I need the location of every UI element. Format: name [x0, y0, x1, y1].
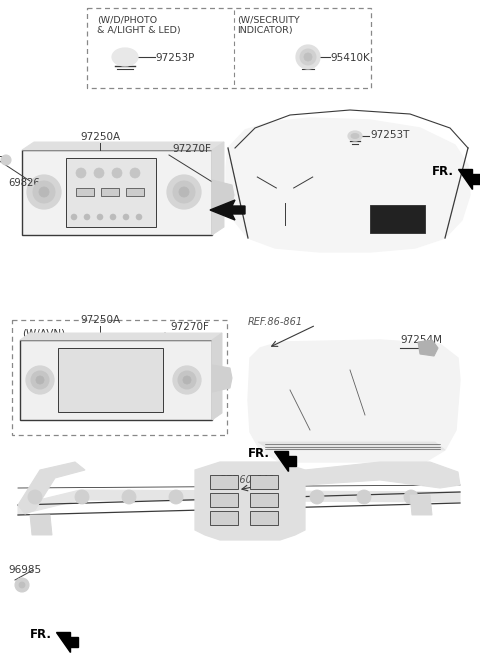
Bar [101, 188, 119, 196]
Circle shape [97, 214, 103, 220]
Text: 97254M: 97254M [400, 335, 442, 345]
Circle shape [300, 49, 316, 65]
Circle shape [31, 371, 49, 389]
Bar [250, 493, 278, 507]
Ellipse shape [112, 48, 138, 66]
Circle shape [183, 376, 191, 384]
Bar [58, 348, 163, 412]
Circle shape [178, 371, 196, 389]
Polygon shape [458, 169, 480, 189]
Circle shape [310, 490, 324, 504]
Text: REF.60-640: REF.60-640 [220, 475, 275, 485]
Text: FR.: FR. [30, 628, 52, 641]
Circle shape [263, 490, 277, 504]
Circle shape [179, 187, 189, 197]
Circle shape [173, 366, 201, 394]
Circle shape [36, 376, 44, 384]
Ellipse shape [348, 131, 362, 141]
Circle shape [84, 214, 90, 220]
Circle shape [357, 490, 371, 504]
Text: 97253P: 97253P [155, 53, 194, 63]
Bar [76, 188, 94, 196]
Bar [250, 511, 278, 525]
Polygon shape [418, 340, 438, 356]
Polygon shape [195, 462, 305, 540]
Polygon shape [20, 333, 222, 340]
Bar [22, 150, 212, 235]
Circle shape [136, 214, 142, 220]
Bar [370, 205, 425, 233]
Circle shape [27, 175, 61, 209]
Circle shape [404, 490, 418, 504]
Text: 69826: 69826 [8, 178, 40, 188]
Circle shape [71, 214, 77, 220]
Polygon shape [212, 333, 222, 420]
Circle shape [173, 181, 195, 203]
Circle shape [216, 490, 230, 504]
Text: FR.: FR. [248, 447, 270, 460]
Circle shape [15, 578, 29, 592]
Bar [87, 8, 371, 88]
Circle shape [94, 168, 104, 178]
Polygon shape [305, 462, 460, 488]
Text: 97270F: 97270F [170, 322, 209, 332]
Text: (W/D/PHOTO
& A/LIGHT & LED): (W/D/PHOTO & A/LIGHT & LED) [97, 16, 180, 35]
Bar [12, 320, 227, 435]
Polygon shape [212, 365, 232, 392]
Circle shape [1, 155, 11, 165]
Polygon shape [226, 118, 470, 252]
Circle shape [19, 582, 25, 588]
Circle shape [33, 181, 55, 203]
Bar [250, 475, 278, 489]
Circle shape [123, 214, 129, 220]
Text: 97253T: 97253T [370, 130, 409, 140]
Polygon shape [258, 442, 445, 450]
Polygon shape [212, 142, 224, 235]
Text: 97250A: 97250A [80, 315, 120, 325]
Text: (W/AVN): (W/AVN) [22, 328, 65, 338]
Polygon shape [210, 200, 245, 220]
Bar [210, 475, 238, 489]
Polygon shape [18, 462, 85, 514]
Text: (W/SECRUITY
INDICATOR): (W/SECRUITY INDICATOR) [237, 16, 300, 35]
Circle shape [130, 168, 140, 178]
Polygon shape [22, 142, 224, 150]
Bar [210, 493, 238, 507]
Text: 95410K: 95410K [330, 53, 370, 63]
Polygon shape [30, 515, 52, 535]
Circle shape [167, 175, 201, 209]
Polygon shape [212, 180, 234, 210]
Circle shape [28, 490, 42, 504]
Circle shape [76, 168, 86, 178]
Bar [20, 340, 212, 420]
Polygon shape [18, 490, 460, 515]
Text: FR.: FR. [432, 165, 454, 178]
Text: 97250A: 97250A [80, 132, 120, 142]
Polygon shape [56, 632, 78, 652]
Circle shape [26, 366, 54, 394]
Polygon shape [248, 340, 460, 462]
Text: REF.86-861: REF.86-861 [248, 317, 303, 327]
Circle shape [304, 53, 312, 61]
Circle shape [39, 187, 49, 197]
Circle shape [122, 490, 136, 504]
Text: 96985: 96985 [8, 565, 41, 575]
Circle shape [75, 490, 89, 504]
Bar [210, 511, 238, 525]
Circle shape [169, 490, 183, 504]
Bar [126, 188, 144, 196]
Polygon shape [410, 495, 432, 515]
Circle shape [112, 168, 122, 178]
Circle shape [110, 214, 116, 220]
Text: 97270F: 97270F [172, 144, 211, 154]
Bar [66, 158, 156, 227]
Circle shape [296, 45, 320, 69]
Polygon shape [274, 451, 296, 471]
Ellipse shape [351, 134, 359, 138]
